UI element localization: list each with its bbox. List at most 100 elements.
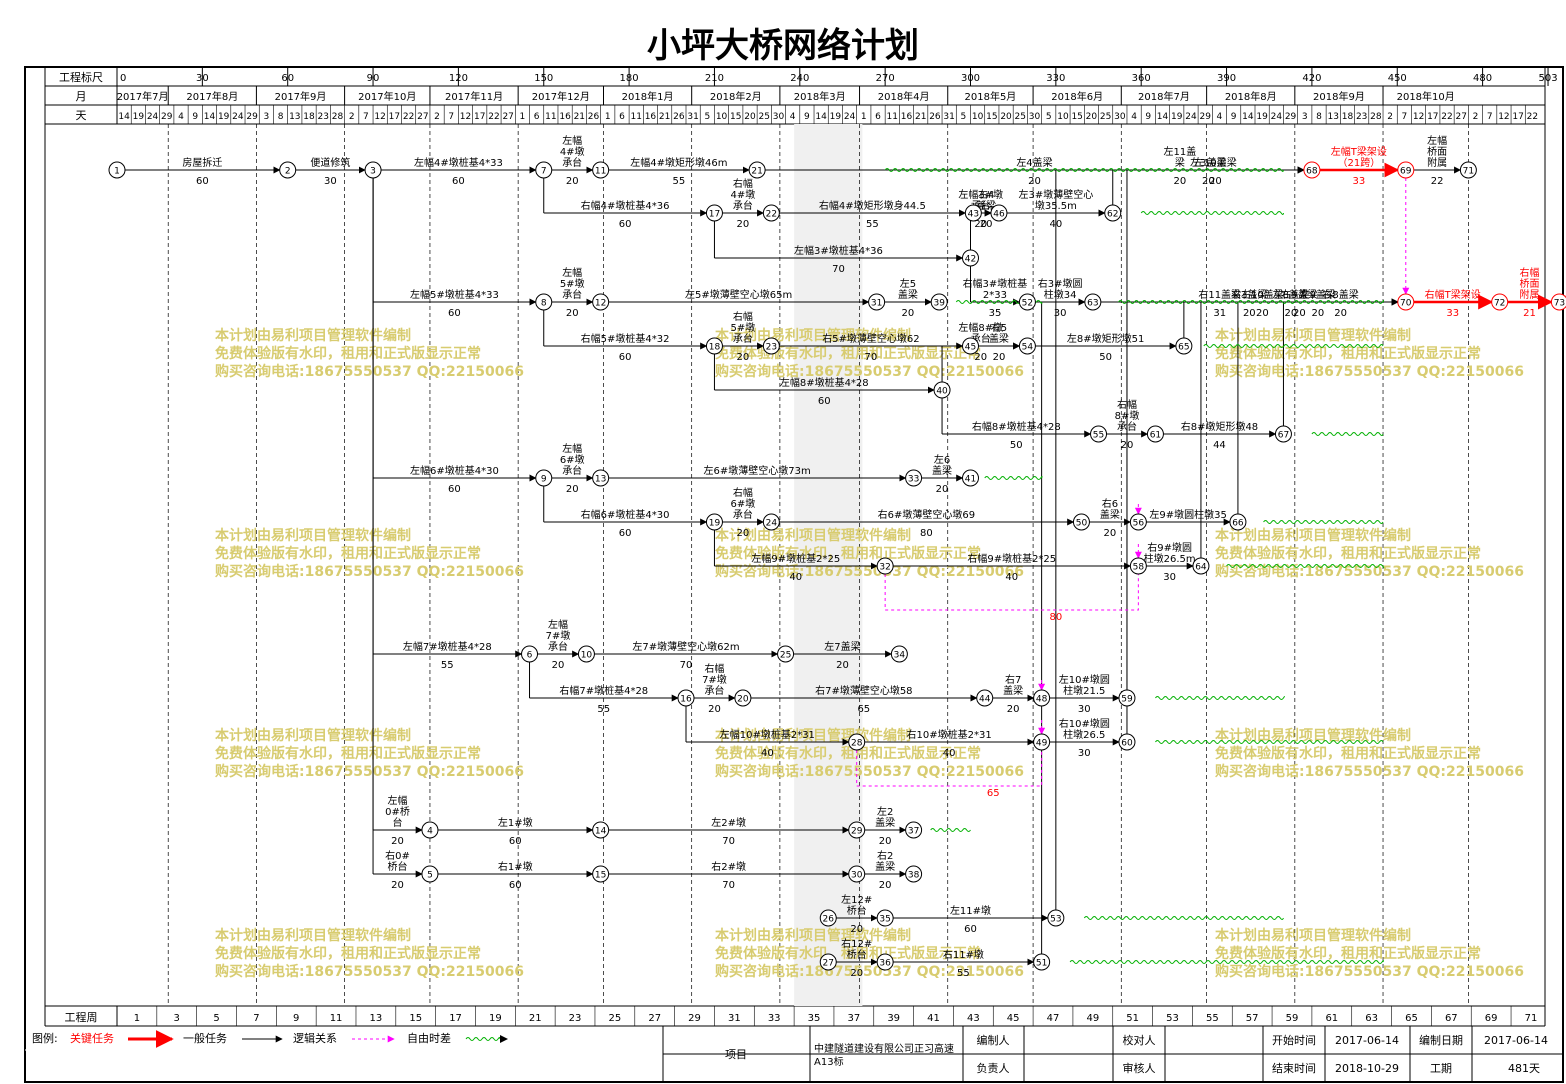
activity-duration: 20 <box>1311 308 1324 319</box>
activity-duration: 20 <box>936 484 949 495</box>
day-cell: 19 <box>830 112 842 122</box>
activity-name: 左幅 <box>548 618 568 631</box>
day-cell: 19 <box>1171 112 1183 122</box>
node-number: 26 <box>823 915 835 925</box>
activity-name: 右7#墩薄壁空心墩58 <box>815 684 912 697</box>
activity-duration: 60 <box>196 176 209 187</box>
week-cell: 3 <box>174 1013 180 1024</box>
node-circle <box>1129 513 1147 531</box>
activity-duration: 20 <box>1284 308 1297 319</box>
activity-duration: 20 <box>1007 704 1020 715</box>
activity-name: 承台 <box>548 640 568 653</box>
node-circle <box>705 513 723 531</box>
day-cell: 25 <box>1100 112 1111 122</box>
node-number: 31 <box>871 299 882 309</box>
month-label-cell: 2018年5月 <box>965 90 1017 103</box>
activity-name: 右幅4#墩矩形墩身44.5 <box>819 199 926 212</box>
activity-name: 盖梁 <box>976 199 996 212</box>
node-number: 45 <box>965 343 976 353</box>
node-number: 53 <box>1050 915 1061 925</box>
node-circle <box>1104 204 1122 222</box>
activity-name: 右6 <box>1102 497 1118 510</box>
day-cell: 4 <box>1217 112 1223 122</box>
month-label-cell: 2018年7月 <box>1138 90 1190 103</box>
legend-normal-label: 一般任务 <box>183 1032 227 1045</box>
legend-float-label: 自由时差 <box>407 1031 451 1045</box>
activity-duration: 22 <box>1431 176 1444 187</box>
watermark-text: 本计划由易利项目管理软件编制 <box>715 927 911 944</box>
node-circle <box>1118 689 1136 707</box>
node-number: 67 <box>1278 431 1289 441</box>
float-label: 65 <box>987 788 1000 799</box>
activity-duration: 20 <box>391 880 404 891</box>
day-cell: 7 <box>448 112 454 122</box>
node-circle <box>535 161 553 179</box>
activity-duration: 20 <box>391 836 404 847</box>
node-circle <box>734 689 752 707</box>
activity-name: 承台 <box>733 332 753 345</box>
node-number: 50 <box>1076 519 1088 529</box>
watermark-text: 免费体验版有水印，租用和正式版显示正常 <box>715 545 981 562</box>
month-label-cell: 2017年7月 <box>117 90 169 103</box>
activity-duration: 20 <box>879 880 892 891</box>
activity-duration: 20 <box>1028 176 1041 187</box>
free-float-wave <box>930 828 971 832</box>
activity-name: 右幅 <box>733 486 753 499</box>
activity-duration: 20 <box>993 352 1006 363</box>
node-circle <box>762 513 780 531</box>
free-float-wave <box>1155 740 1384 744</box>
node-number: 70 <box>1400 299 1412 309</box>
day-cell: 21 <box>915 112 926 122</box>
day-cell: 24 <box>1185 112 1197 122</box>
node-circle <box>592 469 610 487</box>
watermark-text: 本计划由易利项目管理软件编制 <box>215 527 411 544</box>
legend-float-head <box>500 1035 508 1043</box>
node-circle <box>848 865 866 883</box>
node-circle <box>592 821 610 839</box>
week-cell: 35 <box>808 1013 821 1024</box>
activity-duration: 70 <box>832 264 845 275</box>
node-number: 39 <box>933 299 945 309</box>
node-circle <box>905 821 923 839</box>
activity-duration: 60 <box>452 176 465 187</box>
node-circle <box>705 204 723 222</box>
activity-duration: 40 <box>761 748 774 759</box>
footer-end-value: 2018-10-29 <box>1335 1062 1399 1075</box>
activity-name: 右幅5#墩桩基4*32 <box>581 332 670 345</box>
node-circle <box>962 337 979 355</box>
free-float-wave <box>1155 696 1285 700</box>
scale-tick-label: 450 <box>1388 73 1407 84</box>
free-float-wave <box>1083 916 1284 920</box>
day-cell: 1 <box>605 112 611 122</box>
activity-name: 左幅5#墩桩基4*33 <box>410 288 499 301</box>
node-number: 48 <box>1036 695 1048 705</box>
activity-name: 左5 <box>900 277 916 290</box>
day-cell: 6 <box>875 112 881 122</box>
activity-name: 右10盖梁 <box>1241 288 1284 301</box>
activity-duration: 30 <box>1078 704 1091 715</box>
day-cell: 7 <box>1401 112 1407 122</box>
day-cell: 15 <box>1071 112 1082 122</box>
node-circle <box>1047 909 1065 927</box>
activity-name: 右5#墩薄壁空心墩62 <box>822 332 919 345</box>
day-cell: 2 <box>1473 112 1479 122</box>
activity-name: 左幅 <box>562 134 582 147</box>
activity-duration: 55 <box>957 968 970 979</box>
activity-name: 承台 <box>562 156 582 169</box>
activity-duration: 30 <box>324 176 337 187</box>
month-label-cell: 2018年4月 <box>878 90 930 103</box>
month-label-cell: 2018年1月 <box>622 90 674 103</box>
month-label-cell: 2018年10月 <box>1397 90 1455 103</box>
month-label-cell: 2018年8月 <box>1225 90 1277 103</box>
activity-name: 右5 <box>991 321 1007 334</box>
day-cell: 23 <box>1356 112 1367 122</box>
week-cell: 55 <box>1206 1013 1219 1024</box>
week-cell: 41 <box>927 1013 940 1024</box>
activity-duration: 50 <box>1010 440 1023 451</box>
node-circle <box>1084 293 1102 311</box>
day-cell: 17 <box>1427 112 1438 122</box>
day-cell: 26 <box>588 112 600 122</box>
node-number: 20 <box>737 695 749 705</box>
node-circle <box>1397 293 1415 311</box>
activity-duration: 70 <box>722 836 735 847</box>
